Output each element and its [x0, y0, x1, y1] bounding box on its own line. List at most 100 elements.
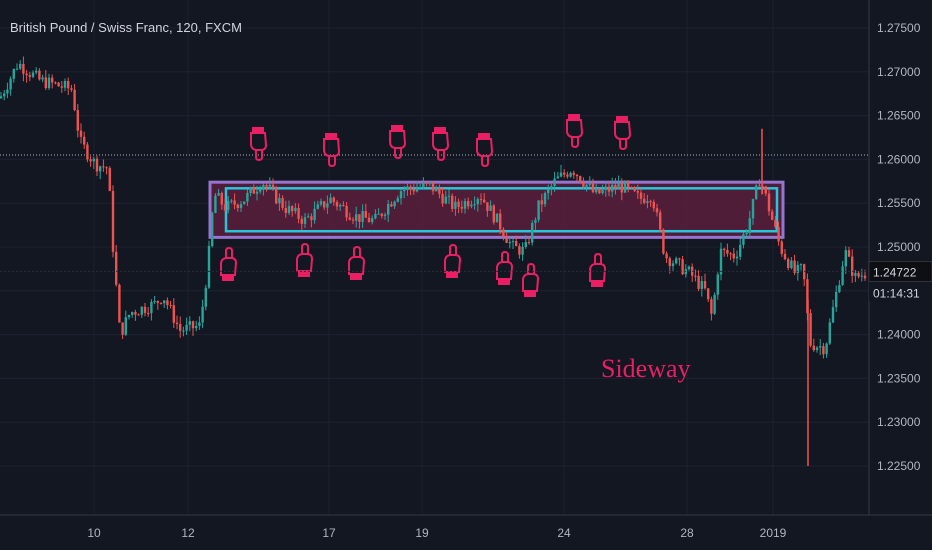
candle-body [799, 264, 803, 266]
candle-body [252, 187, 255, 194]
candle-body [681, 259, 684, 275]
candle-body [278, 198, 281, 204]
candle-body [399, 191, 403, 199]
candle-body [697, 275, 700, 289]
time-tick-label: 28 [680, 526, 694, 540]
candle-body [31, 72, 35, 77]
candle-body [121, 322, 124, 335]
candle-body [150, 301, 153, 314]
candle-body [454, 201, 457, 209]
candle-body [627, 182, 630, 188]
candle-body [79, 130, 83, 137]
candle-body [499, 213, 502, 230]
candle-body [390, 204, 393, 207]
candle-body [585, 184, 588, 187]
candle-body [521, 246, 524, 255]
price-tick-label: 1.24000 [877, 328, 921, 342]
candle-body [319, 201, 323, 205]
candle-body [515, 241, 518, 247]
candle-body [249, 187, 252, 193]
candle-body [611, 184, 614, 192]
candle-body [233, 200, 236, 205]
candle-body [476, 199, 479, 205]
candle-body [649, 201, 652, 203]
candle-body [735, 256, 739, 259]
candle-body [435, 187, 438, 192]
candle-body [790, 260, 793, 269]
candle-body [51, 77, 54, 83]
candle-body [630, 187, 633, 189]
candle-body [63, 81, 67, 88]
candle-body [227, 200, 230, 211]
candle-body [131, 312, 134, 315]
candle-body [438, 187, 441, 194]
candle-body [41, 77, 44, 80]
price-tick-label: 1.27000 [877, 65, 921, 79]
candle-body [739, 244, 742, 257]
candle-body [99, 166, 102, 172]
candle-body [0, 96, 3, 99]
candle-body [502, 229, 505, 237]
candle-body [163, 300, 166, 304]
candle-body [105, 167, 108, 169]
candle-body [675, 258, 678, 264]
candle-body [57, 82, 60, 87]
candle-body [332, 197, 335, 203]
candle-body [787, 259, 790, 269]
candle-body [44, 77, 47, 89]
candle-body [271, 184, 275, 188]
time-tick-label: 12 [181, 526, 195, 540]
price-tick-label: 1.27500 [877, 21, 921, 35]
price-tick-label: 1.26500 [877, 109, 921, 123]
candle-body [201, 306, 204, 323]
candle-body [620, 183, 623, 193]
candle-body [329, 197, 332, 204]
candle-body [335, 202, 339, 207]
candle-body [473, 204, 476, 206]
candle-body [415, 188, 419, 192]
candle-body [694, 275, 697, 277]
candle-body [550, 186, 553, 189]
candle-body [25, 73, 28, 76]
candle-body [185, 324, 188, 331]
candle-body [28, 75, 31, 77]
pointing-down-hand-icon [476, 133, 494, 168]
candle-body [547, 188, 550, 194]
candle-body [719, 248, 723, 275]
candle-body [780, 241, 783, 254]
candle-body [774, 219, 777, 228]
candle-body [102, 166, 105, 168]
candle-body [156, 301, 159, 303]
candle-body [15, 68, 19, 70]
price-tick-label: 1.25500 [877, 196, 921, 210]
pointing-down-hand-icon [323, 133, 341, 168]
candle-body [841, 266, 844, 285]
candle-body [553, 178, 556, 187]
candle-body [668, 258, 671, 267]
candle-body [441, 193, 444, 204]
candle-body [758, 185, 761, 187]
candle-body [537, 200, 540, 220]
candle-body [732, 253, 735, 259]
candle-body [617, 183, 620, 189]
candle-body [70, 88, 73, 90]
candle-body [108, 168, 111, 191]
candle-body [508, 242, 511, 244]
candle-body [646, 201, 649, 203]
candle-body [12, 69, 15, 79]
pointing-up-hand-icon [496, 250, 514, 285]
candle-body [259, 189, 262, 192]
candle-body [86, 144, 89, 160]
candle-body [716, 274, 719, 295]
candle-body [559, 172, 563, 177]
candle-body [387, 204, 390, 215]
candle-body [211, 212, 214, 246]
candle-body [47, 77, 51, 89]
candle-body [35, 70, 38, 73]
candle-body [307, 216, 310, 218]
candle-body [95, 158, 99, 172]
candle-body [659, 212, 662, 230]
candle-body [361, 211, 364, 222]
